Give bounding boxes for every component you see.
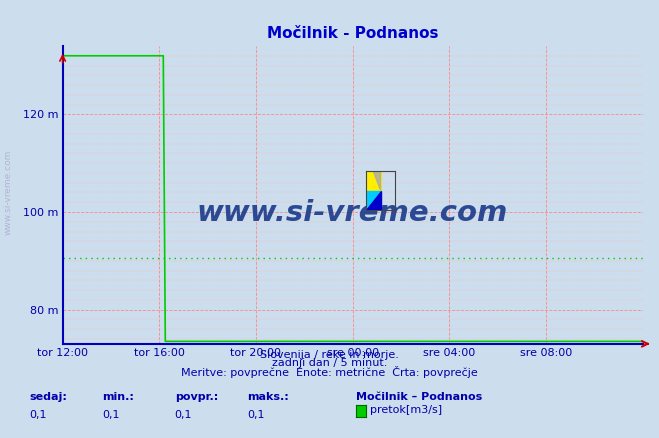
Text: Močilnik – Podnanos: Močilnik – Podnanos: [356, 392, 482, 402]
Text: www.si-vreme.com: www.si-vreme.com: [3, 150, 13, 235]
Title: Močilnik - Podnanos: Močilnik - Podnanos: [267, 26, 438, 41]
Text: www.si-vreme.com: www.si-vreme.com: [197, 199, 508, 227]
Polygon shape: [366, 191, 381, 210]
Text: 0,1: 0,1: [102, 410, 120, 420]
Polygon shape: [366, 191, 381, 210]
Text: pretok[m3/s]: pretok[m3/s]: [370, 406, 442, 415]
Text: 0,1: 0,1: [30, 410, 47, 420]
Text: 0,1: 0,1: [175, 410, 192, 420]
Text: sedaj:: sedaj:: [30, 392, 67, 402]
Text: 0,1: 0,1: [247, 410, 265, 420]
Text: maks.:: maks.:: [247, 392, 289, 402]
Polygon shape: [373, 171, 381, 191]
Text: zadnji dan / 5 minut.: zadnji dan / 5 minut.: [272, 358, 387, 368]
Text: min.:: min.:: [102, 392, 134, 402]
Text: Slovenija / reke in morje.: Slovenija / reke in morje.: [260, 350, 399, 360]
Text: povpr.:: povpr.:: [175, 392, 218, 402]
Text: Meritve: povprečne  Enote: metrične  Črta: povprečje: Meritve: povprečne Enote: metrične Črta:…: [181, 366, 478, 378]
